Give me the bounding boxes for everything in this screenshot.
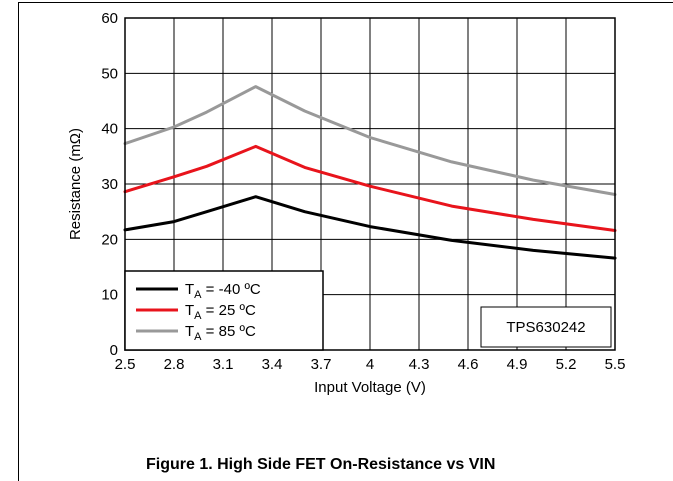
x-tick-label: 4: [366, 356, 374, 373]
y-tick-label: 0: [110, 342, 118, 359]
y-tick-label: 20: [101, 231, 118, 248]
figure-caption: Figure 1. High Side FET On-Resistance vs…: [146, 456, 496, 473]
part-number-annotation: TPS630242: [480, 306, 612, 348]
y-axis-label: Resistance (mΩ): [67, 128, 84, 240]
y-tick-label: 60: [101, 10, 118, 27]
x-tick-label: 5.5: [605, 356, 626, 373]
x-tick-label: 4.6: [458, 356, 479, 373]
y-tick-label: 10: [101, 287, 118, 304]
x-tick-label: 4.3: [409, 356, 430, 373]
legend-label-1: TA = -40 ºC: [185, 281, 261, 301]
y-tick-label: 50: [101, 65, 118, 82]
series-line-3: [123, 85, 617, 196]
x-tick-label: 3.7: [311, 356, 332, 373]
x-tick-label: 3.4: [262, 356, 283, 373]
legend-label-2: TA = 25 ºC: [185, 302, 256, 322]
x-tick-label: 4.9: [507, 356, 528, 373]
series-line-1: [123, 195, 617, 260]
series-lines: [123, 85, 617, 260]
x-tick-label: 5.2: [556, 356, 577, 373]
x-axis-label: Input Voltage (V): [314, 379, 426, 396]
legend-label-3: TA = 85 ºC: [185, 323, 256, 343]
x-tick-labels: 2.5 2.8 3.1 3.4 3.7 4 4.3 4.6 4.9 5.2 5.5: [115, 356, 626, 373]
x-tick-label: 2.5: [115, 356, 136, 373]
annotation-text: TPS630242: [506, 319, 585, 336]
x-tick-label: 2.8: [164, 356, 185, 373]
y-tick-label: 30: [101, 176, 118, 193]
y-tick-labels: 0 10 20 30 40 50 60: [101, 10, 118, 359]
page-border-left: [18, 2, 19, 481]
plot-area-border: [124, 17, 616, 351]
annotation-box: [480, 306, 612, 348]
series-line-2: [123, 144, 617, 232]
x-tick-label: 3.1: [213, 356, 234, 373]
page-border-top: [18, 2, 673, 3]
y-tick-label: 40: [101, 121, 118, 138]
